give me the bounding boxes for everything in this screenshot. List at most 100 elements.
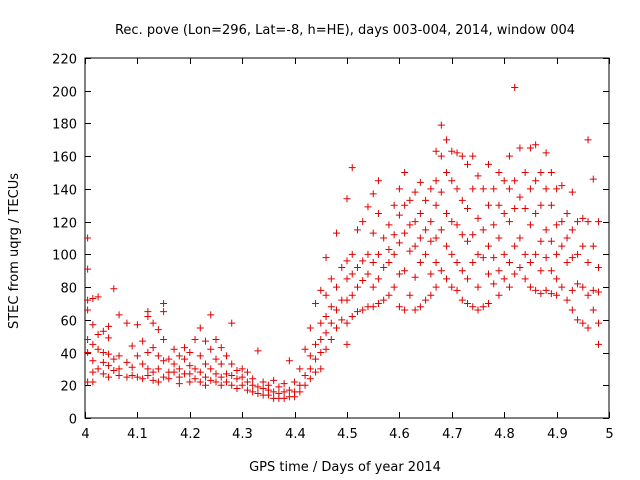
- data-point: [589, 175, 597, 183]
- data-point: [222, 378, 230, 386]
- data-point: [568, 306, 576, 314]
- data-point: [144, 313, 152, 321]
- data-point: [207, 365, 215, 373]
- data-point: [123, 358, 131, 366]
- data-point: [443, 275, 451, 283]
- data-point: [526, 283, 534, 291]
- data-point: [390, 231, 398, 239]
- data-point: [84, 234, 92, 242]
- data-point: [160, 373, 168, 381]
- data-point: [395, 303, 403, 311]
- data-point: [563, 234, 571, 242]
- data-point: [312, 299, 320, 307]
- data-point: [364, 203, 372, 211]
- data-point: [411, 273, 419, 281]
- data-point: [526, 185, 534, 193]
- data-point: [542, 185, 550, 193]
- data-point: [464, 160, 472, 168]
- data-point: [243, 368, 251, 376]
- data-point: [233, 385, 241, 393]
- data-point: [207, 311, 215, 319]
- data-point: [526, 144, 534, 152]
- data-point: [301, 371, 309, 379]
- data-point: [317, 286, 325, 294]
- data-point: [416, 259, 424, 267]
- y-tick-label: 200: [52, 86, 77, 101]
- data-point: [128, 363, 136, 371]
- data-point: [306, 365, 314, 373]
- data-point: [322, 329, 330, 337]
- data-point: [490, 254, 498, 262]
- data-point: [521, 250, 529, 258]
- data-point: [217, 381, 225, 389]
- data-point: [395, 239, 403, 247]
- data-point: [186, 378, 194, 386]
- data-point: [395, 270, 403, 278]
- data-point: [228, 381, 236, 389]
- data-point: [217, 360, 225, 368]
- data-point: [317, 349, 325, 357]
- data-point: [84, 296, 92, 304]
- data-point: [181, 344, 189, 352]
- data-point: [228, 371, 236, 379]
- data-point: [595, 340, 603, 348]
- data-point: [94, 365, 102, 373]
- data-point: [84, 349, 92, 357]
- x-tick-label: 4.8: [494, 427, 515, 442]
- data-point: [464, 205, 472, 213]
- data-point: [401, 267, 409, 275]
- data-point: [390, 283, 398, 291]
- data-point: [333, 283, 341, 291]
- data-point: [149, 368, 157, 376]
- data-point: [542, 254, 550, 262]
- data-point: [595, 263, 603, 271]
- data-point: [584, 218, 592, 226]
- data-point: [584, 291, 592, 299]
- data-point: [317, 365, 325, 373]
- data-point: [458, 231, 466, 239]
- data-point: [154, 365, 162, 373]
- data-point: [505, 259, 513, 267]
- data-point: [474, 172, 482, 180]
- data-point: [547, 201, 555, 209]
- data-point: [170, 368, 178, 376]
- data-point: [464, 237, 472, 245]
- data-point: [448, 147, 456, 155]
- data-point: [490, 185, 498, 193]
- data-point: [348, 164, 356, 172]
- data-point: [306, 375, 314, 383]
- data-point: [553, 291, 561, 299]
- data-point: [353, 283, 361, 291]
- data-point: [333, 229, 341, 237]
- data-point: [443, 209, 451, 217]
- data-point: [301, 345, 309, 353]
- data-point: [364, 270, 372, 278]
- data-point: [568, 188, 576, 196]
- data-point: [448, 177, 456, 185]
- data-point: [154, 352, 162, 360]
- data-point: [453, 221, 461, 229]
- data-point: [406, 221, 414, 229]
- data-point: [427, 291, 435, 299]
- x-tick-label: 4.4: [285, 427, 306, 442]
- data-point: [228, 319, 236, 327]
- data-point: [115, 311, 123, 319]
- data-point: [280, 380, 288, 388]
- data-point: [89, 321, 97, 329]
- data-point: [595, 218, 603, 226]
- data-point: [170, 345, 178, 353]
- data-point: [537, 267, 545, 275]
- data-point: [505, 218, 513, 226]
- data-point: [144, 371, 152, 379]
- data-point: [94, 331, 102, 339]
- data-point: [521, 205, 529, 213]
- data-point: [532, 250, 540, 258]
- y-tick-label: 40: [60, 348, 77, 363]
- data-point: [254, 389, 262, 397]
- data-point: [322, 313, 330, 321]
- data-point: [228, 360, 236, 368]
- data-point: [553, 185, 561, 193]
- data-point: [511, 177, 519, 185]
- data-point: [495, 291, 503, 299]
- data-point: [165, 375, 173, 383]
